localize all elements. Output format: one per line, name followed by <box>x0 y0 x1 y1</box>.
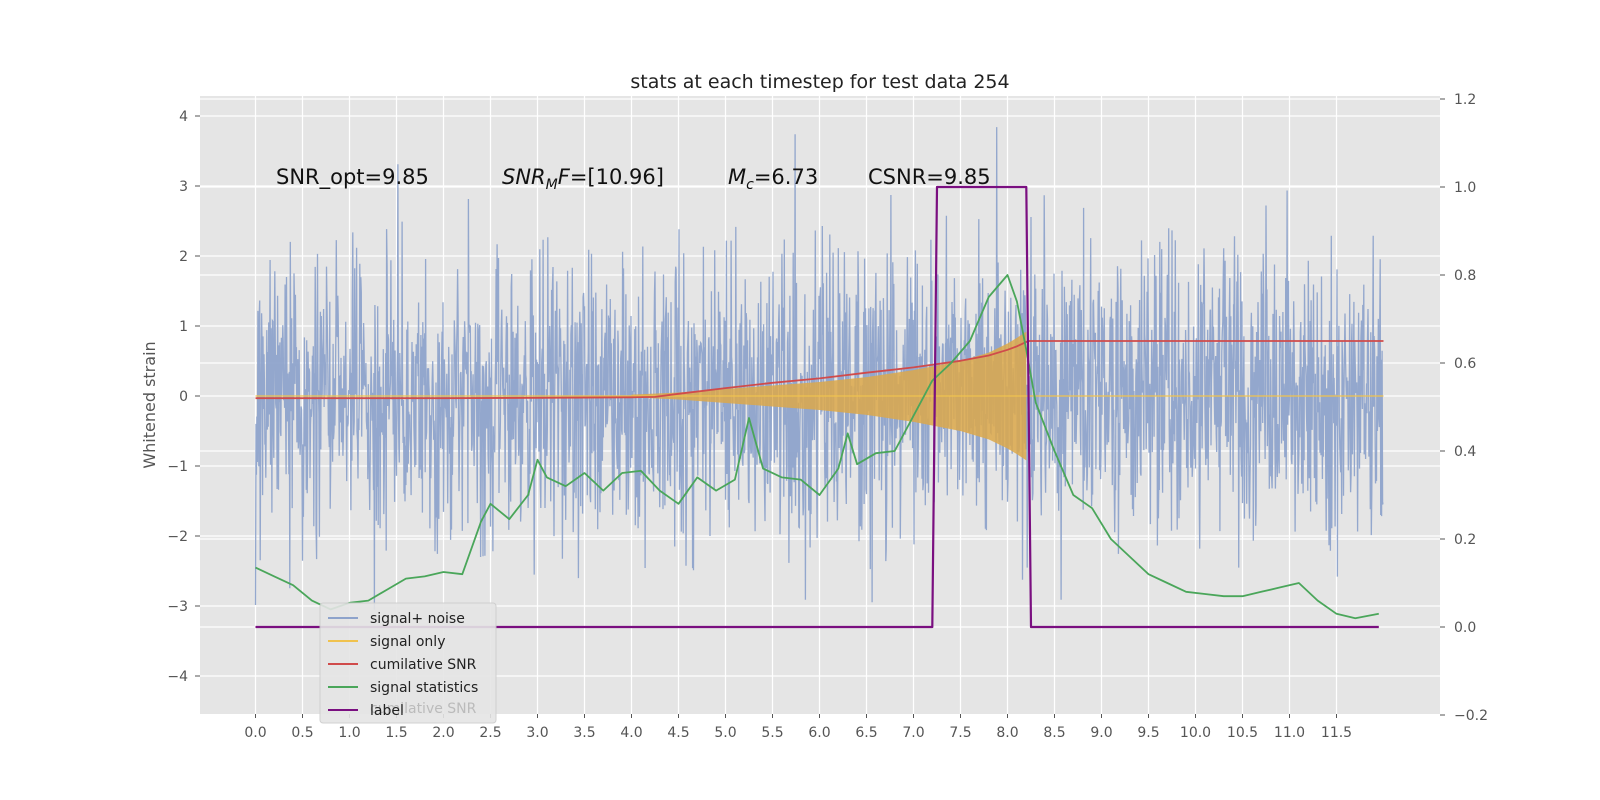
y2-tick-label: 1.0 <box>1454 180 1476 196</box>
x-tick-label: 11.5 <box>1321 725 1352 741</box>
x-tick-label: 3.0 <box>526 725 548 741</box>
x-tick-label: 7.0 <box>902 725 924 741</box>
y-tick-label: 4 <box>179 109 188 125</box>
series-line-label <box>255 185 1379 629</box>
y-axis-ticks: 4 3 2 1 0 −1 −2 −3 −4 <box>167 109 200 685</box>
y-tick-label: 3 <box>179 179 188 195</box>
x-tick-label: 9.0 <box>1090 725 1112 741</box>
y-axis-label: Whitened strain <box>140 341 159 468</box>
x-tick-label: 5.0 <box>714 725 736 741</box>
x-tick-label: 4.5 <box>667 725 689 741</box>
x-tick-label: 10.0 <box>1180 725 1211 741</box>
x-tick-label: 1.5 <box>385 725 407 741</box>
y2-tick-label: 0.0 <box>1454 620 1476 636</box>
series-line-signal-statistics <box>255 274 1379 620</box>
y-tick-label: 0 <box>179 389 188 405</box>
annotation-mc: Mc=6.73 <box>728 165 818 193</box>
y-tick-label: −4 <box>167 669 188 685</box>
series-line-signal-noise <box>254 127 1384 610</box>
y2-tick-label: 0.8 <box>1454 268 1476 284</box>
x-tick-label: 2.0 <box>432 725 454 741</box>
x-tick-label: 7.5 <box>949 725 971 741</box>
legend-label: signal statistics <box>370 680 478 696</box>
x-tick-label: 6.0 <box>808 725 830 741</box>
x-axis-ticks: 0.0 0.5 1.0 1.5 2.0 2.5 3.0 3.5 4.0 4.5 5.0 5.5 6.0 6… <box>244 714 1352 741</box>
y2-tick-label: 0.4 <box>1454 444 1476 460</box>
chart-title: stats at each timestep for test data 254 <box>630 71 1009 93</box>
x-tick-label: 11.0 <box>1274 725 1305 741</box>
x-tick-label: 6.5 <box>855 725 877 741</box>
legend-hidden-entry: cumilative SNR <box>370 701 477 717</box>
y2-tick-label: −0.2 <box>1454 708 1488 724</box>
x-tick-label: 1.0 <box>338 725 360 741</box>
x-tick-label: 4.0 <box>620 725 642 741</box>
x-tick-label: 3.5 <box>573 725 595 741</box>
legend-label: signal only <box>370 634 445 650</box>
legend-items: signal+ noise signal only cumilative SNR si… <box>328 611 478 719</box>
series-lines <box>255 185 1384 629</box>
x-tick-label: 0.5 <box>291 725 313 741</box>
y2-tick-label: 0.2 <box>1454 532 1476 548</box>
x-tick-label: 5.5 <box>761 725 783 741</box>
y-tick-label: −2 <box>167 529 188 545</box>
x-tick-label: 0.0 <box>244 725 266 741</box>
legend-box <box>319 602 497 724</box>
series-signal-noise <box>254 127 1384 610</box>
x-tick-label: 8.0 <box>996 725 1018 741</box>
legend-label: signal+ noise <box>370 611 465 627</box>
legend-label: cumilative SNR <box>370 657 477 673</box>
y-tick-label: −1 <box>167 459 188 475</box>
series-signal-only <box>255 331 1384 461</box>
annotation-snr-mf: SNRMF=[10.96] <box>502 165 664 193</box>
x-tick-label: 8.5 <box>1043 725 1065 741</box>
x-tick-label: 9.5 <box>1137 725 1159 741</box>
legend: cumilative SNR signal+ noise signal only c… <box>319 602 497 724</box>
x-tick-label: 2.5 <box>479 725 501 741</box>
legend-label: label <box>370 703 404 719</box>
x-tick-label: 10.5 <box>1227 725 1258 741</box>
annotation-csnr: CSNR=9.85 <box>868 165 991 189</box>
y2-axis-ticks: 1.2 1.0 0.8 0.6 0.4 0.2 0.0 −0.2 <box>1440 92 1488 724</box>
y-tick-label: −3 <box>167 599 188 615</box>
y2-tick-label: 1.2 <box>1454 92 1476 108</box>
y2-tick-label: 0.6 <box>1454 356 1476 372</box>
annotation-snr-opt: SNR_opt=9.85 <box>276 165 429 190</box>
y-tick-label: 2 <box>179 249 188 265</box>
series-line-cumilative-snr <box>255 340 1384 400</box>
y-tick-label: 1 <box>179 319 188 335</box>
